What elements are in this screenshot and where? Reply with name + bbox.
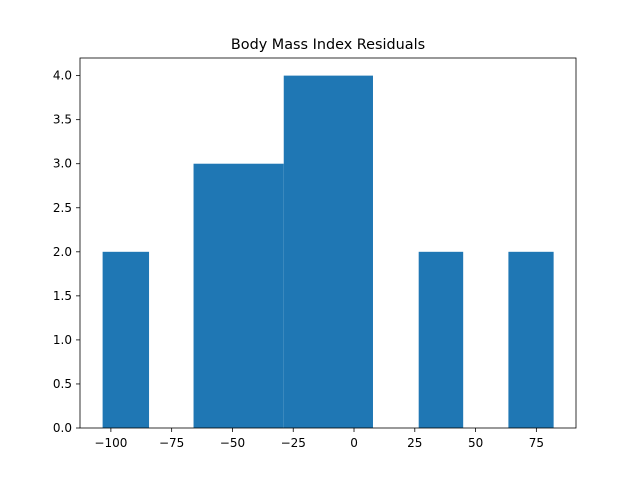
x-axis: −100 −75 −50 −25 0 25 50 75	[94, 428, 544, 450]
y-tick-label: 3.5	[53, 113, 72, 127]
x-tick-label: −50	[220, 436, 245, 450]
x-tick-label: 75	[529, 436, 544, 450]
histogram-bar-2	[193, 163, 284, 428]
histogram-bar-0	[102, 251, 150, 428]
y-tick-label: 2.5	[53, 201, 72, 215]
x-tick-label: 50	[468, 436, 483, 450]
chart-title: Body Mass Index Residuals	[231, 37, 425, 53]
x-tick-label: −25	[281, 436, 306, 450]
x-tick-label: 25	[407, 436, 422, 450]
y-tick-label: 0.5	[53, 377, 72, 391]
histogram-bar-7	[508, 251, 554, 428]
y-tick-label: 3.0	[53, 157, 72, 171]
histogram-bar-3	[283, 75, 373, 428]
y-tick-label: 0.0	[53, 421, 72, 435]
x-tick-label: −100	[94, 436, 127, 450]
x-tick-label: −75	[159, 436, 184, 450]
bars-layer	[102, 75, 554, 428]
y-tick-label: 1.5	[53, 289, 72, 303]
y-axis: 0.0 0.5 1.0 1.5 2.0 2.5 3.0 3.5 4.0	[53, 69, 80, 435]
x-tick-label: 0	[350, 436, 358, 450]
y-tick-label: 2.0	[53, 245, 72, 259]
plot-area-frame	[79, 57, 577, 429]
histogram-bar-5	[418, 251, 464, 428]
y-tick-label: 1.0	[53, 333, 72, 347]
y-tick-label: 4.0	[53, 69, 72, 83]
